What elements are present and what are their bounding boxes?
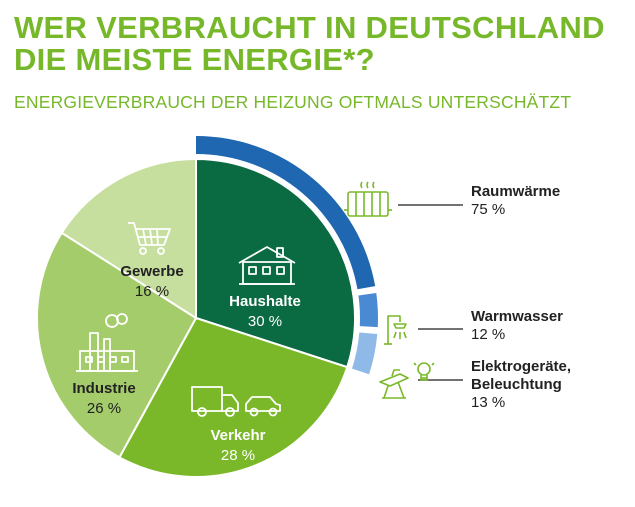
truck-car-icon (191, 386, 281, 417)
pie-slice-gewerbe (60, 157, 197, 320)
shopping-cart-icon (128, 222, 171, 255)
legend-name-warm: Warmwasser (471, 308, 563, 325)
slice-value-verkehr: 28 % (221, 447, 255, 464)
breakdown-arc-warm (358, 292, 379, 328)
slice-value-gewerbe: 16 % (135, 283, 169, 300)
slice-name-verkehr: Verkehr (210, 427, 265, 444)
slice-name-gewerbe: Gewerbe (120, 263, 183, 280)
iron-lightbulb-icon (379, 362, 435, 399)
title-line-2: DIE MEISTE ENERGIE*? (14, 42, 375, 77)
legend-value-warm: 12 % (471, 326, 505, 343)
legend-value-raum: 75 % (471, 201, 505, 218)
slice-value-haushalte: 30 % (248, 313, 282, 330)
slice-value-industrie: 26 % (87, 400, 121, 417)
factory-icon (76, 313, 138, 372)
chart-title: WER VERBRAUCHT IN DEUTSCHLAND DIE MEISTE… (14, 12, 605, 76)
legend-name-elektro-2: Beleuchtung (471, 376, 562, 393)
pie-slice-industrie (36, 231, 198, 459)
legend-name-elektro-1: Elektrogeräte, (471, 358, 571, 375)
pie-slice-haushalte (195, 157, 356, 369)
legend-name-raum: Raumwärme (471, 183, 560, 200)
slice-name-haushalte: Haushalte (229, 293, 301, 310)
legend-value-elektro: 13 % (471, 394, 505, 411)
chart-subtitle: ENERGIEVERBRAUCH DER HEIZUNG OFTMALS UNT… (14, 92, 572, 112)
house-icon (238, 246, 296, 285)
breakdown-arc-raum (196, 136, 376, 290)
radiator-icon (344, 181, 392, 217)
title-line-1: WER VERBRAUCHT IN DEUTSCHLAND (14, 10, 605, 45)
shower-icon (384, 315, 407, 345)
slice-name-industrie: Industrie (72, 380, 135, 397)
breakdown-arc-elektro (351, 332, 378, 375)
